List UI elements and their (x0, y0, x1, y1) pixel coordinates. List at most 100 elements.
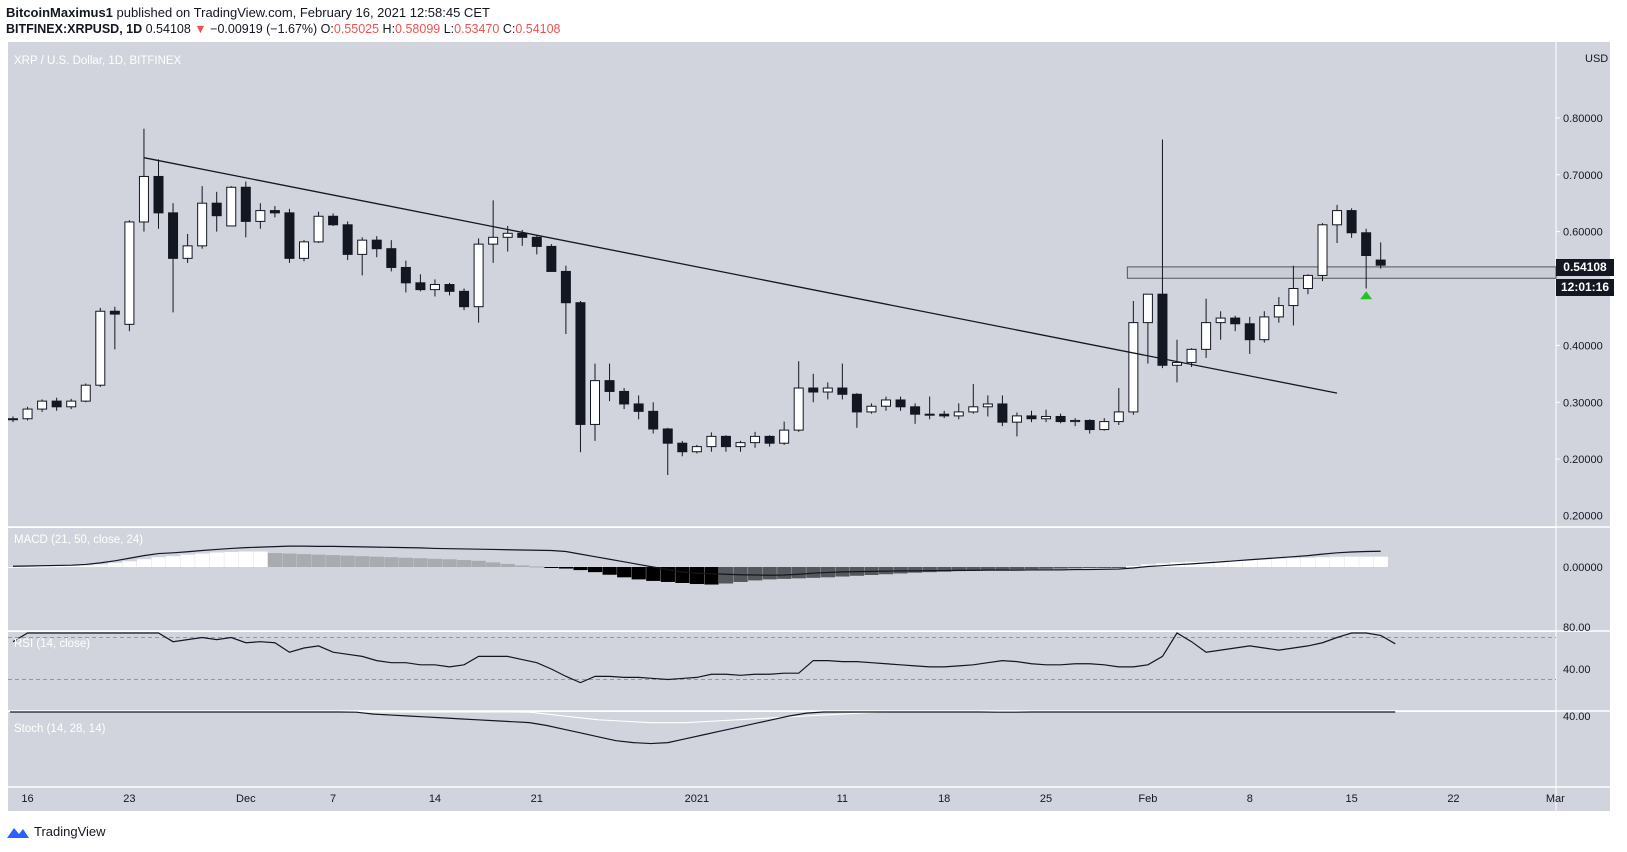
candle-body (415, 282, 426, 291)
macd-histogram-bar (384, 557, 399, 567)
macd-histogram-bar (122, 561, 137, 567)
candle-body (1244, 323, 1255, 341)
support-zone-rectangle[interactable] (1126, 266, 1557, 279)
candle-body (284, 212, 295, 259)
main-pane-title: XRP / U.S. Dollar, 1D, BITFINEX (14, 55, 182, 67)
candle-body (735, 442, 746, 448)
candle-body (1302, 274, 1313, 290)
candle-body (910, 406, 921, 415)
macd-histogram-bar (558, 567, 574, 569)
candle-body (764, 435, 775, 444)
time-tick-label-6: 2021 (685, 793, 709, 805)
candle-body (953, 411, 964, 417)
candle-body (531, 236, 542, 247)
candle-body (691, 446, 702, 453)
candle-body (444, 284, 455, 292)
candle-body (95, 310, 106, 386)
candle-body (386, 248, 397, 268)
candle-body (1084, 419, 1095, 431)
rsi-line (12, 632, 1396, 684)
macd-histogram-bar (1242, 559, 1257, 567)
candle-body (1113, 411, 1124, 423)
price-tick-label-0: 0.80000 (1563, 113, 1603, 125)
candle-body (939, 413, 950, 417)
candle-body (182, 245, 193, 259)
brand-label: TradingView (34, 824, 106, 839)
time-tick-label-2: Dec (236, 793, 256, 805)
macd-histogram-bar (253, 551, 268, 567)
candle-body (560, 270, 571, 304)
candle-body (1128, 322, 1139, 413)
macd-histogram-bar (78, 565, 93, 567)
macd-histogram-bar (224, 552, 239, 567)
candle-body (677, 442, 688, 453)
ohlc-bar: BITFINEX:XRPUSD, 1D 0.54108 ▼ −0.00919 (… (6, 22, 561, 36)
macd-histogram-bar (1140, 564, 1156, 567)
time-tick-label-12: 15 (1345, 793, 1357, 805)
candle-body (837, 387, 848, 395)
macd-histogram-bar (136, 559, 152, 567)
macd-histogram-bar (762, 567, 777, 580)
macd-histogram-bar (1228, 560, 1243, 567)
candle-body (793, 387, 804, 431)
macd-histogram-bar (297, 554, 312, 567)
macd-histogram-bar (267, 553, 283, 567)
candle-body (590, 380, 600, 425)
time-tick-label-14: Mar (1546, 793, 1565, 805)
time-tick-label-5: 21 (531, 793, 543, 805)
descending-trendline[interactable] (143, 157, 1338, 394)
macd-histogram-bar (1053, 567, 1068, 569)
currency-label: USD (1585, 53, 1608, 65)
candle-body (211, 202, 222, 217)
macd-histogram-bar (602, 567, 617, 575)
macd-histogram-bar (1286, 558, 1301, 567)
candle-body (197, 202, 208, 247)
candle-body (720, 435, 731, 448)
author-name[interactable]: BitcoinMaximus1 (6, 5, 113, 20)
rsi-pane-bg (8, 632, 1556, 711)
macd-histogram-bar (1344, 556, 1359, 567)
rsi-tick-label-1: 40.00 (1563, 664, 1591, 676)
candle-body (80, 384, 91, 402)
candle-body (1346, 210, 1357, 234)
candle-body (968, 406, 979, 413)
macd-line (12, 545, 1381, 576)
macd-histogram-bar (777, 567, 792, 579)
macd-histogram-bar (1373, 556, 1388, 567)
high-value: 0.58099 (395, 22, 441, 36)
candle-body (473, 243, 484, 308)
macd-histogram-bar (1009, 567, 1025, 570)
tradingview-branding[interactable]: TradingView (6, 824, 106, 839)
time-tick-label-13: 22 (1447, 793, 1459, 805)
candle-body (851, 393, 862, 413)
macd-histogram-bar (646, 567, 661, 581)
candle-body (779, 429, 790, 444)
candle-body (1011, 415, 1022, 423)
candle-body (124, 221, 135, 325)
stoch-pane-bg (8, 712, 1556, 787)
price-axis-bg (1556, 42, 1610, 811)
candle-body (997, 403, 1008, 423)
macd-histogram-bar (1300, 557, 1316, 567)
candle-body (1026, 415, 1037, 420)
candle-body (269, 210, 280, 214)
candle-body (1273, 305, 1284, 318)
candle-body (429, 284, 440, 291)
candle-body (822, 387, 833, 393)
macd-histogram-bar (689, 567, 705, 585)
macd-histogram-bar (544, 567, 559, 568)
macd-histogram-bar (442, 559, 457, 567)
macd-histogram-bar (340, 555, 355, 567)
price-tick-label-1: 0.70000 (1563, 170, 1603, 182)
macd-histogram-bar (209, 552, 224, 567)
current-price-tag: 0.54108 (1556, 259, 1614, 276)
macd-histogram-bar (1199, 561, 1214, 567)
candle-body (1215, 317, 1226, 324)
macd-histogram-bar (35, 566, 50, 568)
price-tick-label-2: 0.60000 (1563, 227, 1603, 239)
macd-histogram-bar (1082, 567, 1097, 569)
macd-histogram-bar (951, 567, 966, 572)
time-tick-label-11: 8 (1247, 793, 1253, 805)
candle-body (1055, 415, 1066, 423)
